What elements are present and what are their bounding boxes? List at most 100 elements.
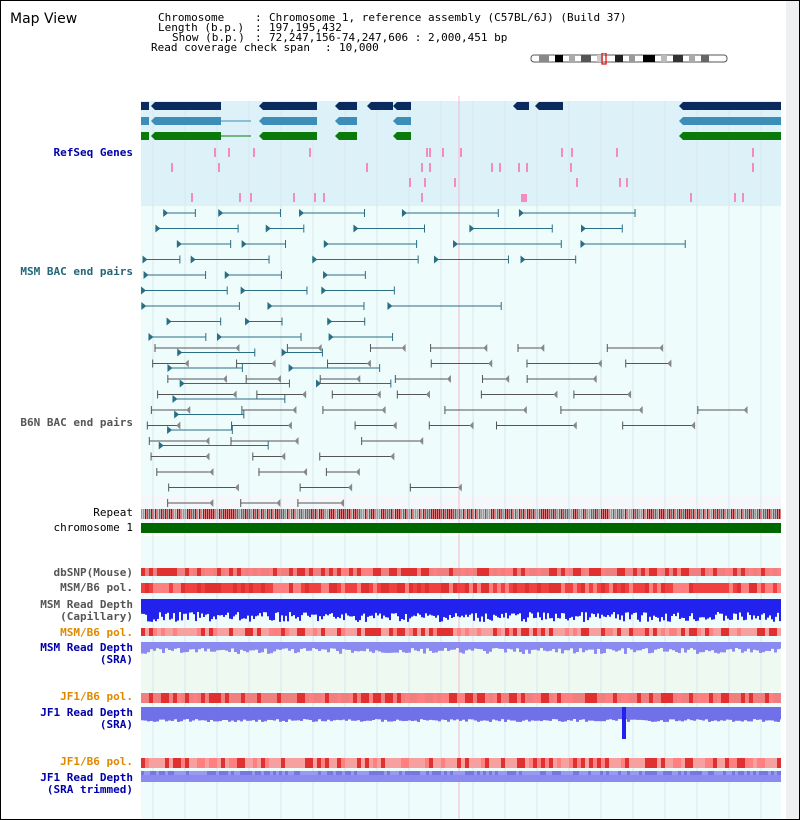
msm-sra-bar [318, 648, 321, 651]
msm-depth-bar [459, 609, 461, 618]
msm-b6-pol-sra-strip [477, 628, 481, 636]
jf1-b6-pol-trimmed-strip [233, 758, 237, 768]
dbsnp-strip [361, 568, 365, 576]
msm-depth-bar [397, 609, 399, 617]
repeat-segment [651, 509, 653, 519]
jf1-trimmed-bar [423, 771, 426, 775]
msm-b6-pol-strip [681, 583, 685, 593]
jf1-b6-pol-trimmed-strip [601, 758, 605, 768]
msm-sra-bar [375, 648, 378, 651]
repeat-segment [537, 509, 539, 519]
b6n-bac-end [176, 421, 181, 430]
dbsnp-strip [261, 568, 265, 576]
repeat-segment [503, 509, 505, 519]
jf1-b6-pol-strip [725, 693, 729, 703]
jf1-b6-pol-strip [193, 693, 197, 703]
repeat-segment [431, 509, 433, 519]
msm-sra-bar [531, 648, 534, 650]
msm-b6-pol-sra-strip [761, 628, 765, 636]
dbsnp-strip [265, 568, 269, 576]
msm-sra-bar [267, 648, 270, 654]
jf1-trimmed-bar [531, 771, 534, 775]
msm-b6-pol-sra-strip [685, 628, 689, 636]
msm-bac-end [401, 209, 407, 217]
msm-depth-bar [629, 609, 631, 620]
msm-depth-bar [189, 609, 191, 613]
refseq-mark [571, 148, 573, 157]
jf1-trimmed-bar [576, 771, 579, 775]
msm-depth-bar [433, 609, 435, 616]
msm-depth-bar [309, 609, 311, 618]
msm-bac-end [224, 271, 230, 279]
jf1-trimmed-bar [237, 771, 240, 775]
jf1-sra-peak [622, 707, 626, 739]
msm-sra-bar [240, 648, 243, 650]
repeat-segment [659, 509, 661, 519]
msm-sra-bar [414, 648, 417, 651]
msm-sra-bar [666, 648, 669, 652]
msm-depth-bar [153, 609, 155, 620]
msm-depth-bar [601, 609, 603, 615]
jf1-b6-pol-strip [493, 693, 497, 703]
refseq-mark [421, 163, 423, 172]
msm-depth-bar [495, 609, 497, 616]
msm-depth-bar [341, 609, 343, 615]
jf1-b6-pol-strip [509, 693, 513, 703]
msm-b6-pol-strip [501, 583, 505, 593]
jf1-b6-pol-trimmed-strip [577, 758, 581, 768]
msm-depth-bar [655, 609, 657, 617]
msm-bac-end [177, 348, 183, 357]
msm-sra-bar [684, 648, 687, 653]
jf1-b6-pol-trimmed-strip [421, 758, 425, 768]
repeat-segment [551, 509, 553, 519]
repeat-segment [285, 509, 287, 519]
dbsnp-strip [413, 568, 417, 576]
jf1-trimmed-bar [774, 771, 777, 775]
msm-b6-pol-sra-strip [205, 628, 209, 636]
jf1-sra-bar [408, 719, 411, 721]
chromosome-ideogram[interactable] [529, 53, 731, 65]
dbsnp-strip [425, 568, 429, 576]
dbsnp-strip [325, 568, 329, 576]
jf1-sra-bar [270, 719, 273, 720]
msm-sra-bar [567, 648, 570, 651]
jf1-sra-bar [384, 719, 387, 720]
dbsnp-strip [477, 568, 481, 576]
track-canvas[interactable] [141, 96, 781, 819]
msm-b6-pol-strip [257, 583, 261, 593]
msm-depth-bar [267, 609, 269, 617]
msm-bac-end [327, 317, 333, 326]
jf1-trimmed-bar [633, 771, 636, 775]
jf1-trimmed-bar [648, 771, 651, 775]
msm-b6-pol-strip [405, 583, 409, 593]
msm-depth-bar [179, 609, 181, 613]
msm-sra-bar [630, 648, 633, 650]
msm-depth-bar [729, 609, 731, 620]
repeat-segment [399, 509, 401, 519]
msm-b6-pol-strip [593, 583, 597, 593]
repeat-segment [163, 509, 165, 519]
repeat-segment [461, 509, 463, 519]
msm-depth-bar [361, 609, 363, 616]
jf1-b6-pol-trimmed-strip [373, 758, 377, 768]
jf1-sra-bar [372, 719, 375, 721]
msm-depth-bar [191, 609, 193, 613]
msm-bac-end [328, 333, 334, 341]
dbsnp-strip [169, 568, 173, 576]
jf1-b6-pol-trimmed-strip [777, 758, 781, 768]
dbsnp-strip [149, 568, 153, 576]
msm-b6-pol-strip [725, 583, 729, 593]
repeat-segment [721, 509, 723, 519]
jf1-sra-bar [720, 719, 723, 721]
refseq-mark [570, 163, 572, 172]
msm-sra-bar [675, 648, 678, 653]
vertical-scrollbar[interactable] [786, 1, 799, 819]
jf1-sra-bar [714, 719, 717, 721]
msm-depth-bar [739, 609, 741, 613]
msm-depth-bar [763, 609, 765, 614]
repeat-segment [247, 509, 249, 519]
jf1-trimmed-bar [678, 771, 681, 775]
refseq-mark [752, 163, 754, 172]
msm-sra-bar [639, 648, 642, 651]
jf1-trimmed-bar [651, 771, 654, 775]
